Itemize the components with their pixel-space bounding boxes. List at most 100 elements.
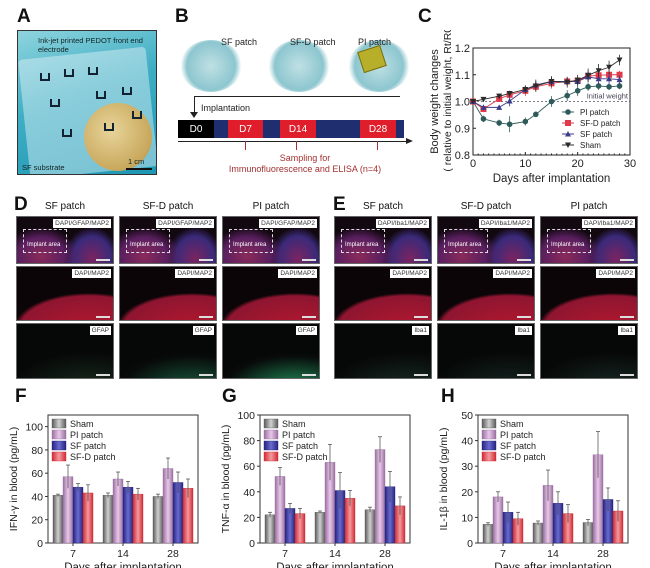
- arrow-right-icon: [406, 138, 413, 144]
- bar: [152, 496, 164, 544]
- data-point: [595, 75, 602, 82]
- legend-swatch: [51, 429, 67, 440]
- x-tick-label: 14: [329, 548, 341, 560]
- scale-bar: [414, 374, 428, 376]
- micrograph: DAPI/GFAP/MAP2 Implant area: [16, 216, 114, 264]
- stain-tag: Iba1: [515, 326, 532, 335]
- scale-bar: [414, 259, 428, 261]
- scale-bar-label: 1 cm: [128, 157, 145, 166]
- ifn-gamma-chart: 0 20 40 60 80 100 IFN-γ in blood (pg/mL) Days a…: [8, 414, 199, 568]
- x-axis-label: Days after implantation: [276, 562, 394, 568]
- scale-bar: [199, 259, 213, 261]
- data-point: [595, 68, 602, 74]
- x-tick-label: 14: [547, 548, 559, 560]
- scale-bar: [620, 259, 634, 261]
- data-point: [616, 83, 623, 89]
- tnf-alpha-chart: 0 20 40 60 80 100 TNF-α in blood (pg/mL) Days a…: [220, 410, 411, 568]
- data-point: [548, 78, 555, 85]
- column-title: PI patch: [570, 201, 608, 212]
- stain-tag: DAPI/MAP2: [175, 269, 214, 278]
- legend-label: SF patch: [70, 441, 106, 451]
- sampling-line-1: Sampling for: [279, 153, 331, 163]
- y-tick-label: 40: [461, 436, 473, 448]
- arrow-down-icon: [190, 112, 198, 118]
- sfd-patch-image: [268, 40, 330, 92]
- micrograph: DAPI/MAP2: [540, 266, 638, 321]
- implantation-arrow-line: [194, 96, 400, 97]
- bar: [52, 495, 64, 544]
- sampling-note: Sampling for Immunofluorescence and ELIS…: [220, 153, 390, 175]
- column-title: SF patch: [44, 201, 86, 212]
- x-tick-label: 10: [519, 158, 531, 170]
- data-point: [506, 121, 513, 128]
- sampling-line-2: Immunofluorescence and ELISA (n=4): [228, 164, 382, 174]
- electrode: [132, 111, 142, 119]
- data-point: [506, 90, 513, 97]
- tick-d7: [245, 141, 246, 150]
- tick-d14: [296, 141, 297, 150]
- electrode: [50, 99, 60, 107]
- implant-area-box: Implant area: [341, 229, 385, 253]
- legend-marker: [565, 109, 571, 115]
- bar: [264, 514, 276, 544]
- scale-bar: [96, 374, 110, 376]
- y-tick-label: 20: [31, 515, 43, 527]
- legend-label: SF patch: [500, 441, 536, 451]
- column-title: PI patch: [252, 201, 290, 212]
- panel-letter-g: G: [222, 386, 237, 407]
- micrograph: GFAP: [16, 323, 114, 379]
- y-axis-label: IFN-γ in blood (pg/mL): [8, 427, 20, 531]
- bar: [132, 493, 144, 544]
- time-axis: [178, 141, 410, 142]
- legend-label: SF-D patch: [70, 452, 116, 462]
- scale-bar: [517, 316, 531, 318]
- implantation-arrow-stem: [194, 96, 195, 116]
- implant-area-label: Implant area: [551, 242, 585, 248]
- timeline-d14: D14: [280, 120, 316, 138]
- legend-label: Sham: [282, 419, 306, 429]
- implant-area-label: Implant area: [233, 242, 267, 248]
- data-point: [480, 104, 487, 110]
- y-tick-label: 0: [467, 538, 473, 550]
- y-tick-label: 100: [237, 410, 255, 422]
- y-axis-label-2: ( relative to initial weight, Rt/R0): [442, 30, 454, 172]
- y-tick-label: 20: [461, 487, 473, 499]
- timeline-d7: D7: [228, 120, 263, 138]
- data-point: [496, 120, 502, 126]
- data-point: [522, 118, 529, 125]
- bar: [162, 468, 174, 544]
- data-point: [595, 83, 602, 89]
- data-point: [574, 77, 581, 84]
- x-tick-label: 7: [70, 548, 76, 560]
- data-point: [480, 116, 487, 122]
- legend-label: PI patch: [580, 108, 609, 117]
- data-point: [564, 79, 571, 86]
- x-axis-label: Days after implantation: [494, 562, 612, 568]
- micrograph: DAPI/Iba1/MAP2 Implant area: [334, 216, 432, 264]
- legend-label: Sham: [70, 419, 94, 429]
- electrode: [62, 129, 72, 137]
- x-axis-label: Days after implantation: [64, 562, 182, 568]
- legend-label: Sham: [500, 419, 524, 429]
- bar: [374, 449, 386, 544]
- electrode: [64, 69, 74, 77]
- sf-patch-label: SF patch: [221, 37, 258, 47]
- legend-label: SF patch: [580, 130, 612, 139]
- micrograph: GFAP: [222, 323, 320, 379]
- stain-tag: GFAP: [192, 326, 214, 335]
- stain-tag: GFAP: [295, 326, 317, 335]
- data-point: [606, 75, 613, 82]
- legend-swatch: [263, 429, 279, 440]
- legend-marker: [565, 142, 571, 148]
- stain-tag: DAPI/MAP2: [493, 269, 532, 278]
- legend-label: SF-D patch: [500, 452, 546, 462]
- micrograph: Iba1: [540, 323, 638, 379]
- series-sham: [470, 54, 623, 105]
- data-point: [548, 98, 555, 105]
- electrode: [88, 67, 98, 75]
- micrograph: DAPI/MAP2: [334, 266, 432, 321]
- y-tick-label: 50: [461, 410, 473, 422]
- micrograph: DAPI/GFAP/MAP2 Implant area: [222, 216, 320, 264]
- stain-tag: DAPI/GFAP/MAP2: [53, 219, 111, 228]
- x-tick-label: 20: [572, 158, 584, 170]
